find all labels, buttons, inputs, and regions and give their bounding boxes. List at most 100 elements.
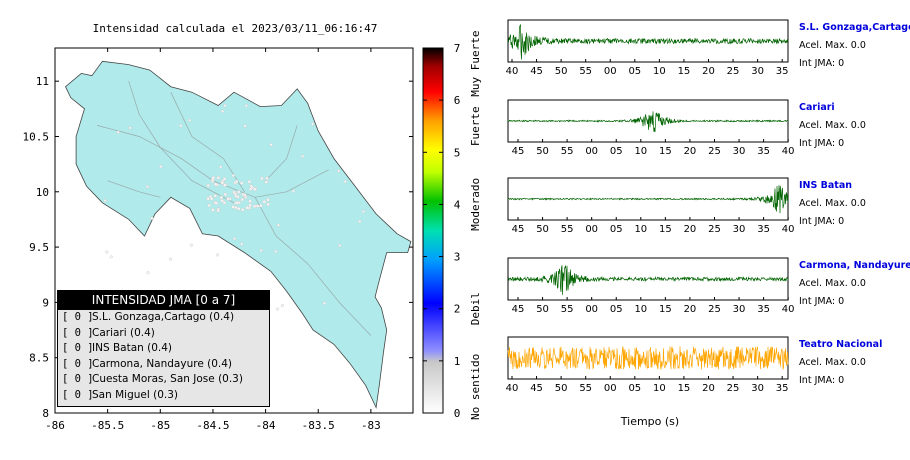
- station-int-jma: Int JMA: 0: [799, 216, 845, 227]
- colorbar-tick-label: 4: [454, 198, 461, 211]
- station-marker: [105, 250, 109, 254]
- legend-header: INTENSIDAD JMA [0 a 7]: [58, 291, 269, 310]
- map-title: Intensidad calculada el 2023/03/11_06:16…: [92, 22, 378, 35]
- station-marker: [222, 177, 227, 181]
- legend-row-intensity: [ 0 ]: [62, 326, 94, 339]
- colorbar-category-label: No sentido: [469, 354, 482, 420]
- station-acel-max: Acel. Max. 0.0: [799, 120, 866, 131]
- station-marker: [248, 203, 252, 208]
- waveform-tick-label: 10: [634, 224, 647, 235]
- station-marker: [145, 185, 150, 189]
- map-road-line: [107, 180, 161, 198]
- waveform-tick-label: 40: [782, 304, 795, 315]
- map-y-tick-label: 9: [42, 296, 49, 309]
- colorbar-category-label: Debil: [469, 292, 482, 325]
- intensity-colorbar: 0 1 2 3 4 5 6 7 No sentido Debil Moderado Fuerte Muy…: [422, 31, 482, 420]
- waveform-tick-label: 35: [757, 224, 770, 235]
- waveform-tick-label: 55: [561, 304, 574, 315]
- colorbar-category-label: Fuerte: [469, 106, 482, 146]
- waveform-tick-label: 35: [757, 304, 770, 315]
- station-marker: [116, 130, 120, 134]
- station-marker: [231, 174, 235, 178]
- waveform-tick-label: 10: [653, 66, 666, 77]
- station-marker: [209, 197, 214, 201]
- waveform-tick-label: 45: [530, 383, 543, 394]
- waveform-tick-label: 15: [678, 383, 691, 394]
- waveform-tick-label: 50: [555, 383, 568, 394]
- station-marker: [216, 208, 220, 213]
- waveform-tick-label: 10: [653, 383, 666, 394]
- legend-row-intensity: [ 0 ]: [62, 357, 94, 370]
- station-marker: [245, 205, 249, 210]
- waveform-tick-label: 20: [684, 146, 697, 157]
- colorbar-tick-label: 1: [454, 355, 461, 368]
- station-marker: [338, 243, 342, 248]
- station-name: Carmona, Nandayure: [799, 260, 910, 271]
- legend-row: [ 0 ]INS Batan (0.4): [58, 341, 269, 357]
- station-marker: [253, 187, 257, 192]
- intensity-legend: INTENSIDAD JMA [0 a 7] [ 0 ]S.L. Gonzaga…: [57, 290, 270, 407]
- waveform-tick-label: 05: [610, 304, 623, 315]
- waveform-tick-label: 05: [628, 383, 641, 394]
- waveform-tick-label: 15: [659, 224, 672, 235]
- station-marker: [244, 104, 248, 108]
- station-marker: [216, 176, 221, 180]
- legend-row: [ 0 ]Cuesta Moras, San Jose (0.3): [58, 372, 269, 388]
- waveform-tick-label: 00: [585, 304, 598, 315]
- station-int-jma: Int JMA: 0: [799, 296, 845, 307]
- station-name: INS Batan: [799, 180, 853, 191]
- legend-row-intensity: [ 0 ]: [62, 342, 94, 354]
- waveform-tick-label: 50: [536, 304, 549, 315]
- waveform-trace: [507, 346, 789, 371]
- legend-row-label: San Miguel (0.3): [92, 388, 178, 401]
- waveform-x-axis-label: Tiempo (s): [620, 415, 680, 428]
- station-info: Cariari Acel. Max. 0.0 Int JMA: 0: [799, 102, 909, 153]
- station-marker: [236, 195, 240, 199]
- waveform-tick-label: 45: [512, 224, 525, 235]
- station-marker: [361, 210, 365, 214]
- station-marker: [146, 271, 150, 275]
- waveform-tick-label: 20: [702, 383, 715, 394]
- waveform-tick-label: 50: [555, 66, 568, 77]
- waveform-tick-label: 10: [634, 146, 647, 157]
- waveform-tick-label: 25: [708, 224, 721, 235]
- map-x-tick-label: -86: [45, 419, 65, 432]
- waveform-tick-label: 35: [776, 383, 789, 394]
- station-info: S.L. Gonzaga,Cartago Acel. Max. 0.0 Int JM…: [799, 22, 910, 73]
- waveform-tick-label: 00: [604, 66, 617, 77]
- station-marker: [269, 143, 273, 147]
- map-road-line: [128, 81, 235, 204]
- map-x-tick-label: -84.5: [196, 419, 229, 432]
- colorbar-tick-label: 0: [454, 407, 461, 420]
- waveform-tick-label: 50: [536, 224, 549, 235]
- station-marker: [215, 253, 219, 257]
- waveform-tick-label: 20: [684, 304, 697, 315]
- station-marker: [247, 179, 252, 184]
- station-marker: [222, 200, 227, 205]
- station-marker: [243, 193, 247, 197]
- waveform-tick-label: 05: [610, 146, 623, 157]
- map-y-tick-label: 11: [36, 75, 49, 88]
- legend-row: [ 0 ]Cariari (0.4): [58, 326, 269, 342]
- station-marker: [223, 192, 228, 197]
- map-x-tick-label: -84: [256, 419, 276, 432]
- station-marker: [168, 257, 173, 261]
- legend-row-label: Cariari (0.4): [92, 326, 155, 339]
- waveform-tick-label: 30: [751, 66, 764, 77]
- waveform-tick-label: 40: [782, 224, 795, 235]
- waveform-tick-label: 20: [684, 224, 697, 235]
- station-marker: [237, 207, 241, 211]
- station-marker: [291, 189, 295, 193]
- map-x-tick-label: -83: [361, 419, 381, 432]
- map-road-line: [265, 125, 298, 181]
- waveform-tick-label: 15: [659, 304, 672, 315]
- station-marker: [103, 198, 107, 203]
- station-marker: [264, 180, 268, 184]
- waveform-tick-label: 50: [536, 146, 549, 157]
- station-marker: [128, 126, 132, 130]
- station-marker: [260, 176, 264, 181]
- waveform-tick-label: 30: [733, 224, 746, 235]
- station-marker: [311, 122, 315, 126]
- waveform-tick-label: 30: [733, 304, 746, 315]
- station-marker: [159, 165, 163, 169]
